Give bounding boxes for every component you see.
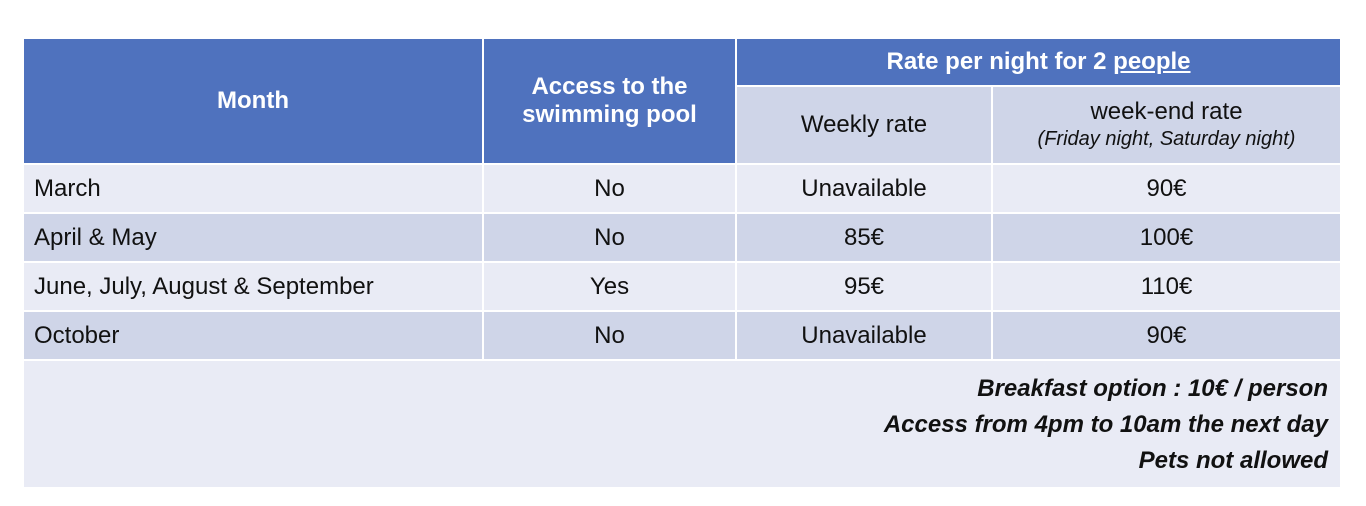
row-weekly: Unavailable bbox=[735, 163, 993, 214]
notes-cell: Breakfast option : 10€ / person Access f… bbox=[22, 359, 1342, 489]
header-weekend-rate: week-end rate (Friday night, Saturday ni… bbox=[991, 85, 1342, 165]
header-rate-group: Rate per night for 2 people bbox=[735, 37, 1342, 87]
table-row: October No Unavailable 90€ bbox=[22, 310, 1342, 361]
table-row: April & May No 85€ 100€ bbox=[22, 212, 1342, 263]
header-weekly-rate: Weekly rate bbox=[735, 85, 993, 165]
rate-group-people: people bbox=[1113, 48, 1191, 75]
row-pool: No bbox=[482, 310, 737, 361]
weekend-rate-note: (Friday night, Saturday night) bbox=[1037, 128, 1296, 150]
row-pool: No bbox=[482, 212, 737, 263]
row-weekly: Unavailable bbox=[735, 310, 993, 361]
rates-table: Month Access to the swimming pool Rate p… bbox=[22, 37, 1342, 489]
notes-row: Breakfast option : 10€ / person Access f… bbox=[22, 359, 1342, 489]
row-pool: Yes bbox=[482, 261, 737, 312]
weekend-rate-label: week-end rate bbox=[1090, 98, 1243, 125]
note-access-hours: Access from 4pm to 10am the next day bbox=[883, 411, 1328, 438]
row-weekend: 100€ bbox=[991, 212, 1342, 263]
row-pool: No bbox=[482, 163, 737, 214]
row-month: April & May bbox=[22, 212, 484, 263]
row-month: June, July, August & September bbox=[22, 261, 484, 312]
table-row: March No Unavailable 90€ bbox=[22, 163, 1342, 214]
row-weekly: 85€ bbox=[735, 212, 993, 263]
row-weekend: 110€ bbox=[991, 261, 1342, 312]
header-month: Month bbox=[22, 37, 484, 165]
row-weekly: 95€ bbox=[735, 261, 993, 312]
row-month: October bbox=[22, 310, 484, 361]
note-pets: Pets not allowed bbox=[1138, 447, 1328, 474]
note-breakfast: Breakfast option : 10€ / person bbox=[977, 375, 1328, 402]
header-pool-access: Access to the swimming pool bbox=[482, 37, 737, 165]
table-row: June, July, August & September Yes 95€ 1… bbox=[22, 261, 1342, 312]
rates-table-container: Month Access to the swimming pool Rate p… bbox=[22, 37, 1342, 489]
row-weekend: 90€ bbox=[991, 163, 1342, 214]
row-month: March bbox=[22, 163, 484, 214]
row-weekend: 90€ bbox=[991, 310, 1342, 361]
rate-group-label: Rate per night for 2 bbox=[886, 48, 1114, 75]
